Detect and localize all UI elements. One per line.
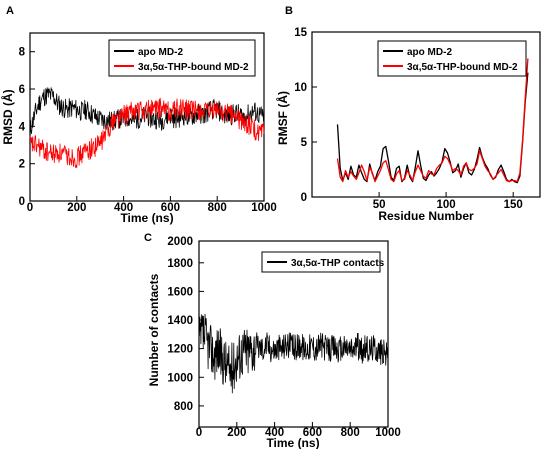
x-tick-label-c: 400 [265, 427, 284, 439]
x-tick-label-c: 800 [341, 427, 360, 439]
plot-frame-b [311, 31, 541, 198]
y-axis-title-b: RMSF (Å) [275, 91, 290, 145]
y-tick-label-c: 2000 [167, 236, 193, 248]
x-tick-label-a: 400 [114, 202, 133, 214]
series-line-apo-md-2 [29, 87, 265, 135]
y-tick-label-c: 1800 [167, 258, 193, 270]
y-tick-label-b: 5 [301, 137, 308, 149]
legend-c: 3α,5α-THP contacts [261, 251, 385, 273]
x-tick-label-b: 150 [504, 199, 523, 211]
x-tick-label-a: 200 [67, 202, 86, 214]
legend-b: apo MD-2 3α,5α-THP-bound MD-2 [377, 40, 527, 77]
series-line-3-5-thp-bound-md-2 [336, 58, 529, 183]
y-ticks-b: 0 5 10 15 [294, 27, 317, 204]
panel-letter-a: A [6, 5, 14, 17]
x-ticks-b: 50 100 150 [373, 192, 523, 211]
series-group-a [29, 87, 265, 168]
legend-label-contacts: 3α,5α-THP contacts [291, 258, 385, 269]
legend-box-c [261, 251, 381, 273]
x-tick-label-a: 0 [27, 202, 33, 214]
y-tick-label-b: 10 [294, 82, 307, 94]
y-tick-label-a: 6 [19, 84, 25, 96]
x-tick-label-c: 600 [303, 427, 322, 439]
y-tick-label-c: 1000 [167, 372, 193, 384]
y-tick-label-a: 2 [19, 159, 25, 171]
x-tick-label-c: 200 [227, 427, 246, 439]
series-line-apo-md-2 [336, 72, 529, 184]
y-tick-label-a: 0 [19, 196, 25, 208]
y-tick-label-c: 1200 [167, 344, 193, 356]
plot-frame-c [198, 240, 389, 428]
x-tick-label-b: 100 [437, 199, 456, 211]
panel-b: B 50 100 150 0 5 10 15 Residue Number RM… [275, 5, 541, 223]
y-tick-label-c: 1600 [167, 286, 193, 298]
x-ticks-c: 0 200 400 600 800 1000 [196, 422, 401, 439]
legend-box-a [108, 39, 256, 77]
x-tick-label-a: 800 [208, 202, 227, 214]
legend-a: apo MD-2 3α,5α-THP-bound MD-2 [108, 39, 256, 77]
y-tick-label-c: 800 [174, 401, 193, 413]
x-tick-label-b: 50 [373, 199, 386, 211]
legend-label-apo: apo MD-2 [407, 47, 452, 58]
series-line-3-5-thp-contacts [198, 313, 389, 394]
x-axis-title-c: Time (ns) [266, 436, 319, 449]
legend-label-thp-bound: 3α,5α-THP-bound MD-2 [407, 62, 518, 73]
y-ticks-c: 800 1000 1200 1400 1600 1800 2000 [167, 236, 204, 413]
y-tick-label-c: 1400 [167, 315, 193, 327]
x-tick-label-a: 600 [161, 202, 180, 214]
panel-a: A 0 200 400 600 800 1000 0 2 4 6 8 [0, 5, 277, 225]
series-group-c [198, 313, 389, 394]
x-tick-label-c: 0 [196, 427, 202, 439]
x-tick-label-c: 1000 [375, 427, 401, 439]
series-line-3-5-thp-bound-md-2 [29, 97, 265, 168]
x-axis-title-b: Residue Number [378, 209, 474, 223]
x-axis-title-a: Time (ns) [120, 211, 173, 225]
y-tick-label-a: 4 [19, 121, 26, 133]
legend-label-thp-bound: 3α,5α-THP-bound MD-2 [138, 62, 249, 73]
panel-letter-b: B [285, 5, 293, 17]
legend-box-b [377, 40, 527, 77]
y-axis-title-a: RMSD (Å) [0, 89, 15, 144]
y-tick-label-b: 15 [294, 27, 307, 39]
y-tick-label-a: 8 [19, 47, 26, 59]
y-tick-label-b: 0 [301, 192, 307, 204]
y-axis-title-c: Number of contacts [147, 273, 161, 386]
x-ticks-a: 0 200 400 600 800 1000 [27, 196, 277, 214]
panel-letter-c: C [144, 232, 152, 244]
x-tick-label-a: 1000 [251, 202, 277, 214]
legend-label-apo: apo MD-2 [138, 47, 183, 58]
panel-c: C 0 200 400 600 800 1000 800 1000 1 [144, 232, 401, 450]
series-group-b [336, 58, 529, 184]
